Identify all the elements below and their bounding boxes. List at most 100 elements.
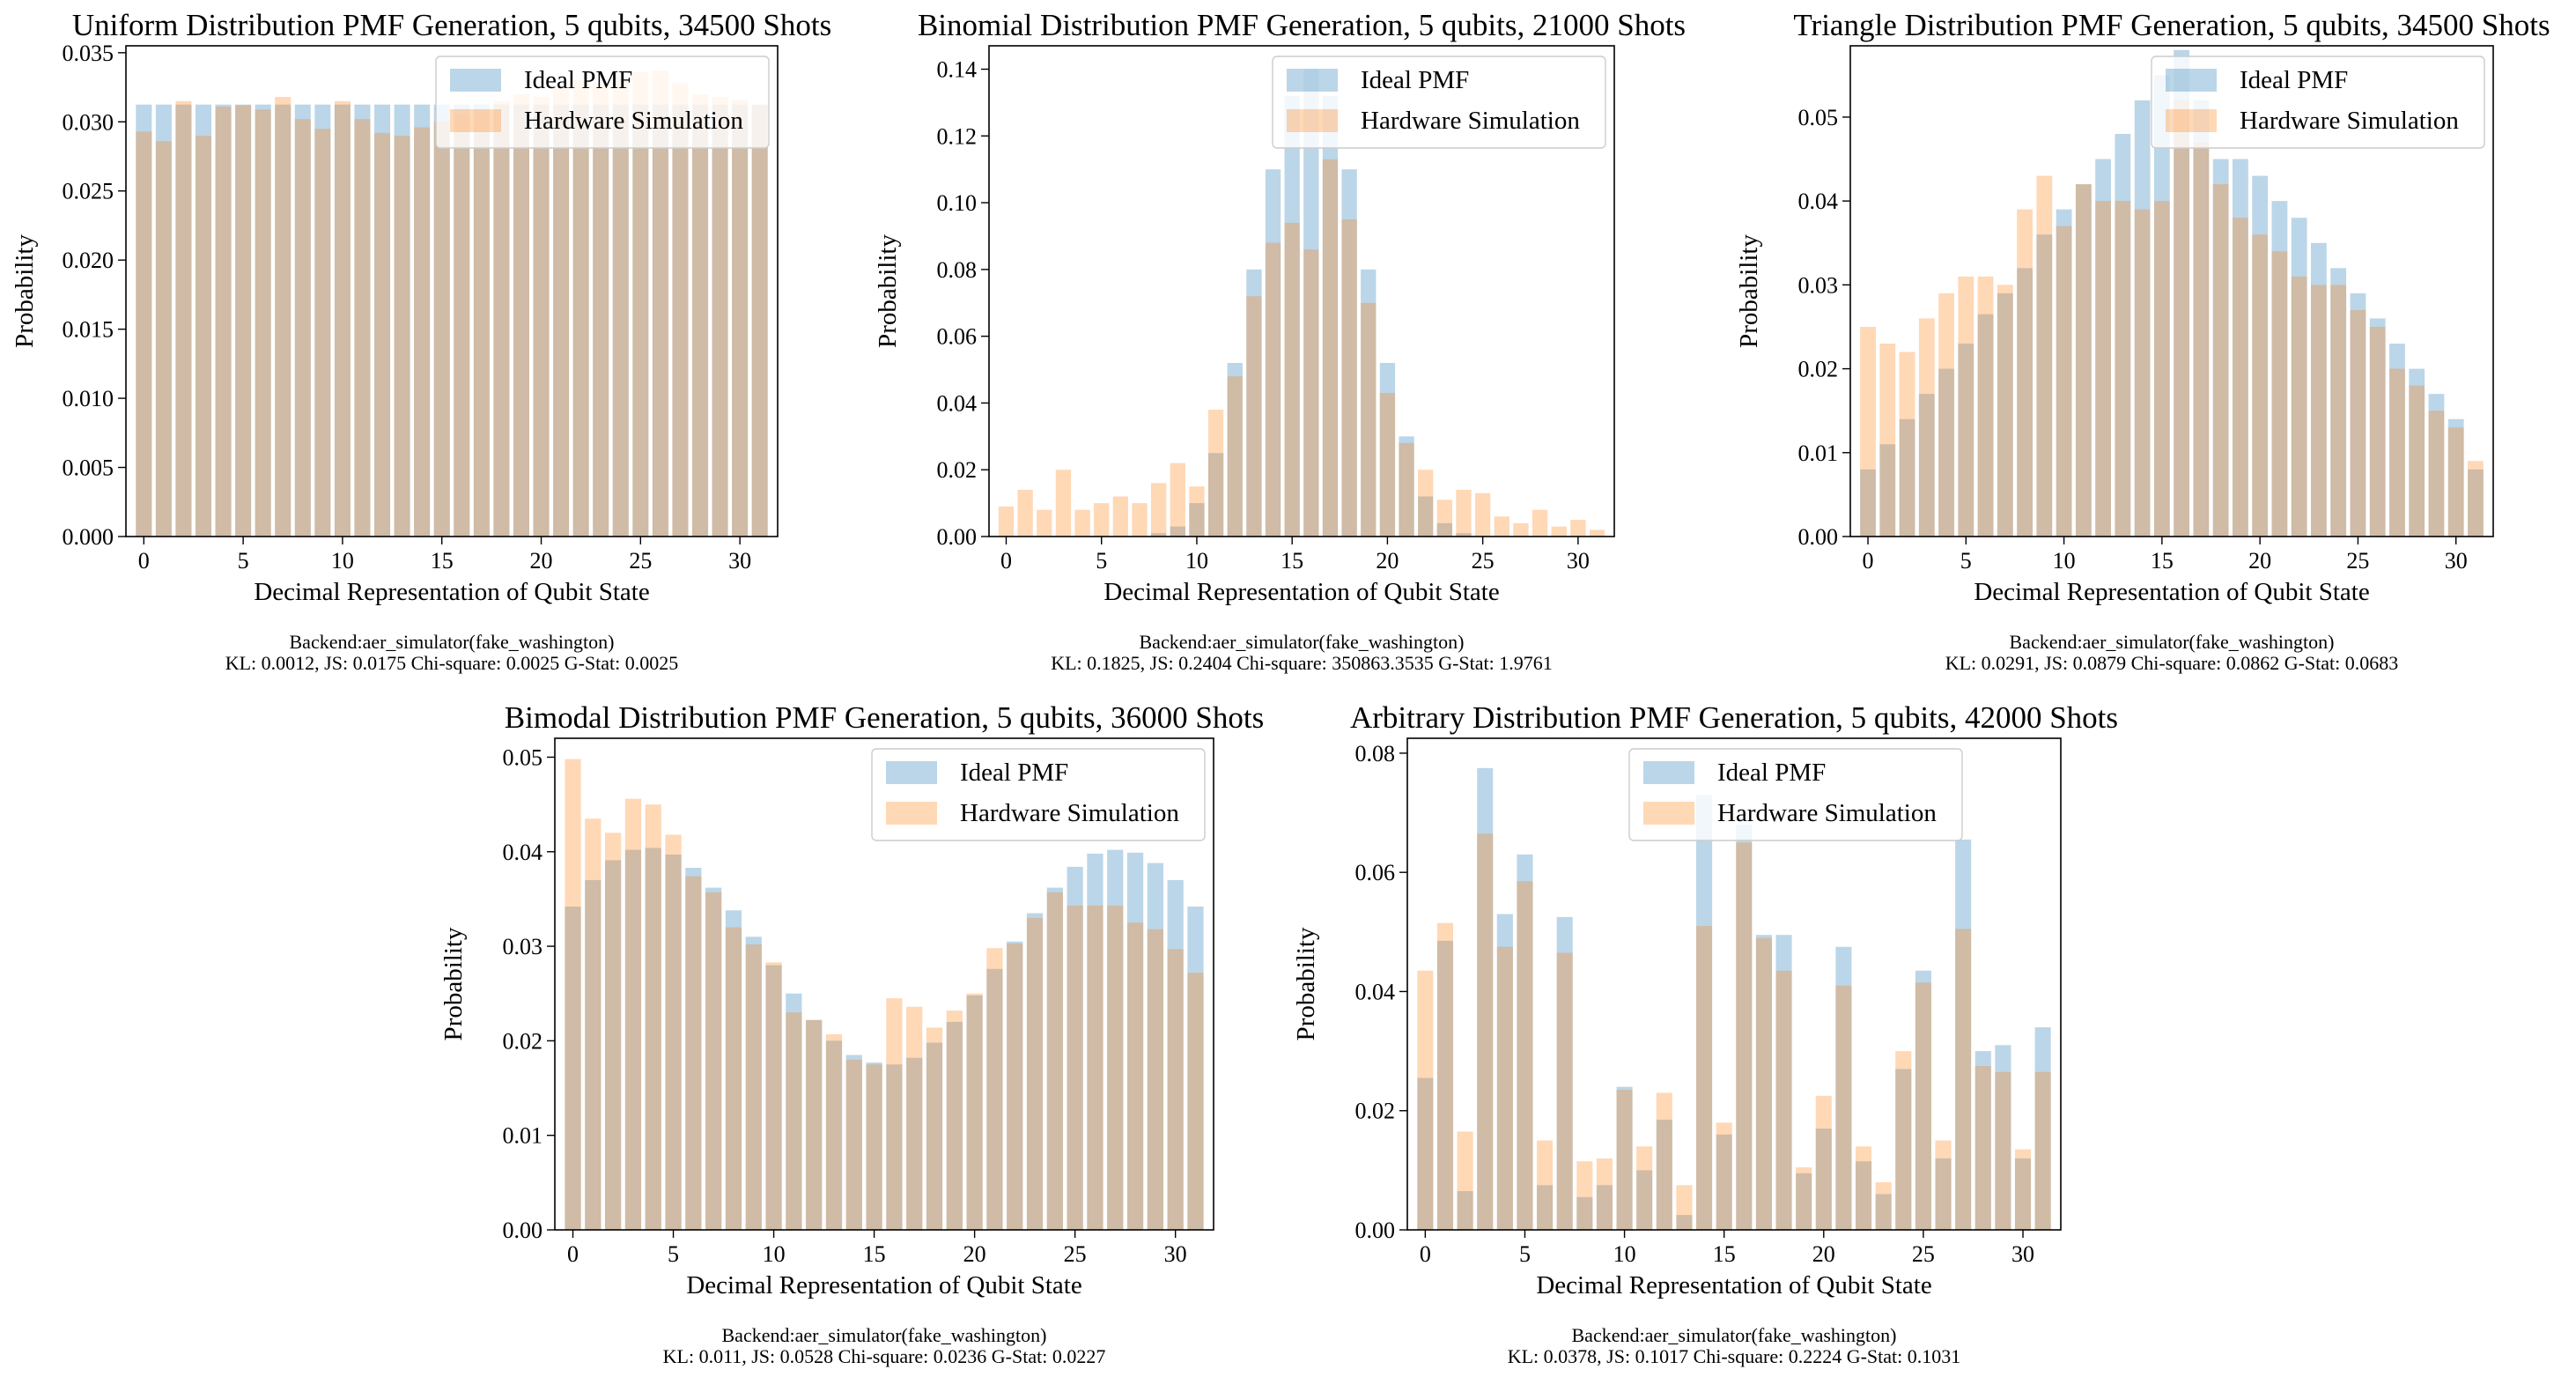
triangle-ideal-bar-0: [1860, 469, 1876, 537]
triangle-hardware-bar-16: [2174, 100, 2190, 537]
bimodal-ideal-bar-24: [1046, 887, 1063, 1230]
arbitrary-ideal-bar-25: [1915, 970, 1931, 1230]
triangle-hardware-bar-8: [2017, 209, 2033, 537]
triangle-ideal-bar-8: [2017, 268, 2033, 537]
binomial-legend-swatch-hardware: [1287, 109, 1338, 132]
uniform-ytick-label-6: 0.030: [63, 109, 114, 135]
bimodal-hardware-bar-11: [786, 1012, 802, 1230]
binomial-hardware-bar-31: [1589, 529, 1605, 537]
bimodal-hardware-bar-29: [1147, 929, 1163, 1230]
binomial-hardware-bar-3: [1055, 470, 1072, 537]
arbitrary-hardware-bar-19: [1796, 1166, 1812, 1230]
arbitrary-hardware-bar-7: [1556, 952, 1573, 1230]
uniform-hardware-bar-9: [314, 129, 331, 537]
bimodal-ideal-bar-2: [605, 860, 622, 1230]
uniform-ytick-label-4: 0.020: [63, 248, 114, 273]
uniform-xtick-label-4: 20: [530, 548, 553, 574]
uniform-ytick-label-2: 0.010: [63, 386, 114, 411]
bimodal-hardware-bar-0: [565, 759, 581, 1230]
binomial-xtick-label-1: 5: [1096, 548, 1107, 574]
triangle-xtick-label-3: 15: [2151, 548, 2174, 574]
uniform-xtick-label-0: 0: [138, 548, 150, 574]
binomial-xtick-label-5: 25: [1472, 548, 1495, 574]
binomial-legend: Ideal PMF Hardware Simulation: [1272, 56, 1606, 149]
binomial-ideal-bar-17: [1322, 95, 1339, 537]
uniform-ideal-bar-10: [334, 104, 351, 537]
bimodal-xtick-label-4: 20: [963, 1241, 986, 1267]
triangle-hardware-bar-0: [1860, 326, 1876, 537]
binomial-hardware-bar-25: [1474, 492, 1491, 537]
arbitrary-hardware-bar-6: [1537, 1140, 1554, 1230]
triangle-ideal-bar-11: [2075, 184, 2092, 537]
bimodal-ytick-label-2: 0.02: [503, 1028, 543, 1054]
bimodal-hardware-bar-1: [585, 818, 602, 1230]
triangle-hardware-bar-18: [2212, 184, 2229, 537]
uniform-hardware-bar-16: [454, 115, 470, 537]
bimodal-ideal-bar-20: [966, 995, 983, 1230]
triangle-legend-swatch-hardware: [2166, 109, 2217, 132]
bimodal-ideal-bar-26: [1087, 853, 1103, 1230]
arbitrary-ideal-bar-29: [1995, 1045, 2011, 1230]
arbitrary-ideal-bar-31: [2034, 1027, 2051, 1230]
uniform-hardware-bar-1: [155, 141, 172, 537]
binomial-ytick-label-1: 0.02: [937, 457, 978, 483]
uniform-ideal-bar-16: [454, 104, 470, 537]
bimodal-hardware-bar-10: [765, 962, 782, 1230]
binomial-ideal-bar-19: [1361, 269, 1377, 537]
triangle-hardware-bar-14: [2134, 209, 2151, 537]
uniform-title: Uniform Distribution PMF Generation, 5 q…: [72, 8, 831, 42]
triangle-legend: Ideal PMF Hardware Simulation: [2151, 56, 2485, 149]
binomial-hardware-bar-5: [1094, 503, 1110, 537]
bimodal-ytick-label-1: 0.01: [503, 1123, 543, 1149]
binomial-ideal-bar-8: [1150, 533, 1167, 537]
binomial-hardware-bar-19: [1361, 302, 1377, 537]
binomial-xtick-label-4: 20: [1376, 548, 1399, 574]
uniform-ideal-bar-17: [473, 104, 490, 537]
triangle-ytick-label-3: 0.03: [1798, 272, 1839, 298]
uniform-ideal-bar-30: [732, 104, 749, 537]
uniform-caption-line-0: Backend:aer_simulator(fake_washington): [290, 631, 615, 653]
triangle-xtick-label-0: 0: [1863, 548, 1874, 574]
arbitrary-hardware-bar-31: [2034, 1071, 2051, 1230]
uniform-legend: Ideal PMF Hardware Simulation: [435, 56, 770, 149]
triangle-ideal-bar-30: [2447, 418, 2464, 537]
triangle-xtick-label-4: 20: [2248, 548, 2271, 574]
uniform-ideal-bar-0: [136, 104, 152, 537]
arbitrary-legend-label-ideal: Ideal PMF: [1717, 759, 1826, 787]
arbitrary-legend: Ideal PMF Hardware Simulation: [1628, 748, 1963, 841]
triangle-hardware-bar-26: [2369, 326, 2386, 537]
arbitrary-ideal-bar-28: [1974, 1051, 1991, 1230]
triangle-hardware-bar-24: [2330, 285, 2347, 537]
arbitrary-ideal-bar-5: [1517, 854, 1533, 1230]
binomial-legend-label-hardware: Hardware Simulation: [1361, 107, 1580, 135]
uniform-legend-swatch-hardware: [450, 109, 501, 132]
triangle-hardware-bar-15: [2153, 201, 2170, 537]
triangle-ideal-bar-10: [2056, 209, 2072, 537]
binomial-legend-label-ideal: Ideal PMF: [1361, 66, 1469, 94]
bimodal-legend-label-hardware: Hardware Simulation: [960, 799, 1179, 827]
binomial-hardware-bar-6: [1112, 496, 1129, 537]
arbitrary-xtick-label-2: 10: [1613, 1241, 1636, 1267]
bimodal-hardware-bar-26: [1087, 905, 1103, 1230]
arbitrary-hardware-bar-21: [1835, 985, 1852, 1230]
uniform-hardware-bar-24: [612, 78, 629, 537]
binomial-ytick-label-2: 0.04: [937, 390, 978, 416]
binomial-ytick-label-3: 0.06: [937, 324, 978, 350]
binomial-ideal-bar-14: [1265, 169, 1281, 537]
triangle-legend-label-ideal: Ideal PMF: [2240, 66, 2348, 94]
arbitrary-hardware-bar-0: [1417, 970, 1434, 1230]
arbitrary-hardware-bar-24: [1895, 1051, 1912, 1230]
triangle-hardware-bar-28: [2409, 385, 2425, 537]
arbitrary-xtick-label-0: 0: [1420, 1241, 1431, 1267]
uniform-hardware-bar-27: [672, 83, 689, 537]
arbitrary-ylabel: Probability: [1292, 927, 1320, 1040]
arbitrary-chart: 0.00 0.02 0.04 0.06 0.08 0 5 10 15 20 25 30 Arbitrar…: [1292, 700, 2118, 1367]
arbitrary-hardware-bar-8: [1576, 1161, 1593, 1230]
bimodal-hardware-bar-22: [1007, 943, 1023, 1230]
binomial-axes-frame: [988, 45, 1615, 537]
triangle-hardware-bar-19: [2232, 218, 2248, 537]
bimodal-legend-swatch-ideal: [886, 761, 937, 784]
uniform-hardware-bar-29: [712, 97, 728, 537]
triangle-hardware-bar-1: [1879, 344, 1896, 537]
uniform-hardware-bar-2: [175, 100, 192, 537]
